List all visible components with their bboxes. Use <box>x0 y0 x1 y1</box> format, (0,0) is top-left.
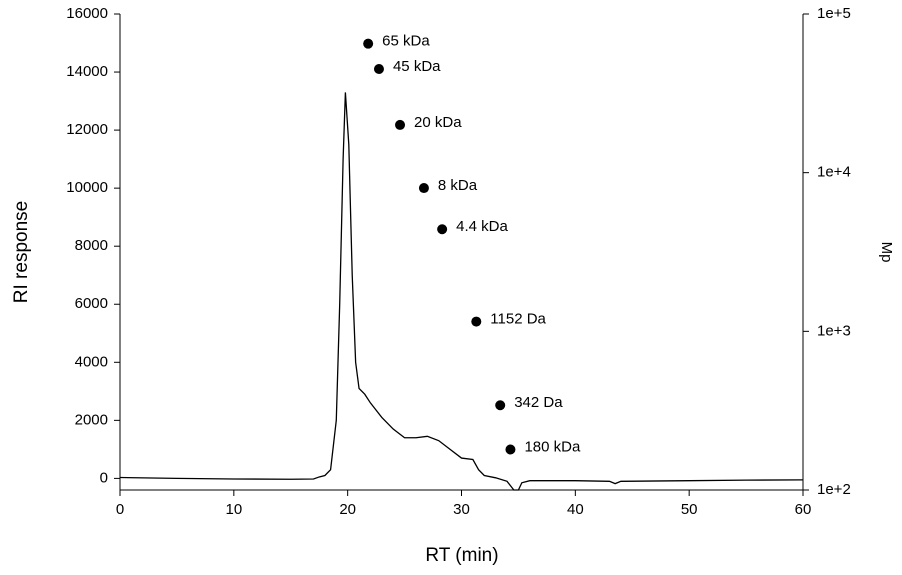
data-label: 45 kDa <box>393 58 441 75</box>
data-label: 65 kDa <box>382 33 430 50</box>
y-tick-label: 4000 <box>75 353 108 370</box>
x-tick-label: 50 <box>681 501 698 518</box>
y-tick-label: 12000 <box>66 121 108 138</box>
data-label: 180 kDa <box>524 438 581 455</box>
data-point <box>495 400 506 411</box>
data-line <box>119 92 804 491</box>
data-point <box>505 444 516 455</box>
data-point <box>363 38 374 49</box>
y-axis-label: RI response <box>11 201 32 303</box>
y2-tick-label: 1e+2 <box>817 481 851 498</box>
x-tick-label: 0 <box>116 501 124 518</box>
data-point <box>437 224 448 235</box>
x-tick-label: 60 <box>795 501 812 518</box>
data-label: 342 Da <box>514 394 563 411</box>
y-tick-label: 10000 <box>66 179 108 196</box>
y2-tick-label: 1e+4 <box>817 164 851 181</box>
y2-tick-label: 1e+5 <box>817 5 851 22</box>
x-tick-label: 30 <box>453 501 470 518</box>
x-tick-label: 10 <box>225 501 242 518</box>
y-tick-label: 6000 <box>75 295 108 312</box>
data-point <box>418 183 429 194</box>
y-tick-label: 2000 <box>75 411 108 428</box>
x-tick-label: 40 <box>567 501 584 518</box>
data-label: 8 kDa <box>438 177 478 194</box>
y-tick-label: 0 <box>100 469 108 486</box>
y-tick-label: 8000 <box>75 237 108 254</box>
x-axis-label: RT (min) <box>425 545 498 566</box>
data-point <box>471 316 482 327</box>
x-tick-label: 20 <box>339 501 356 518</box>
data-label: 4.4 kDa <box>456 218 508 235</box>
data-label: 20 kDa <box>414 114 462 131</box>
y2-tick-label: 1e+3 <box>817 322 851 339</box>
y2-axis-label: Mp <box>878 242 895 263</box>
data-point <box>373 64 384 75</box>
data-label: 1152 Da <box>490 311 546 328</box>
y-tick-label: 16000 <box>66 5 108 22</box>
data-point <box>395 119 406 130</box>
y-tick-label: 14000 <box>66 63 108 80</box>
